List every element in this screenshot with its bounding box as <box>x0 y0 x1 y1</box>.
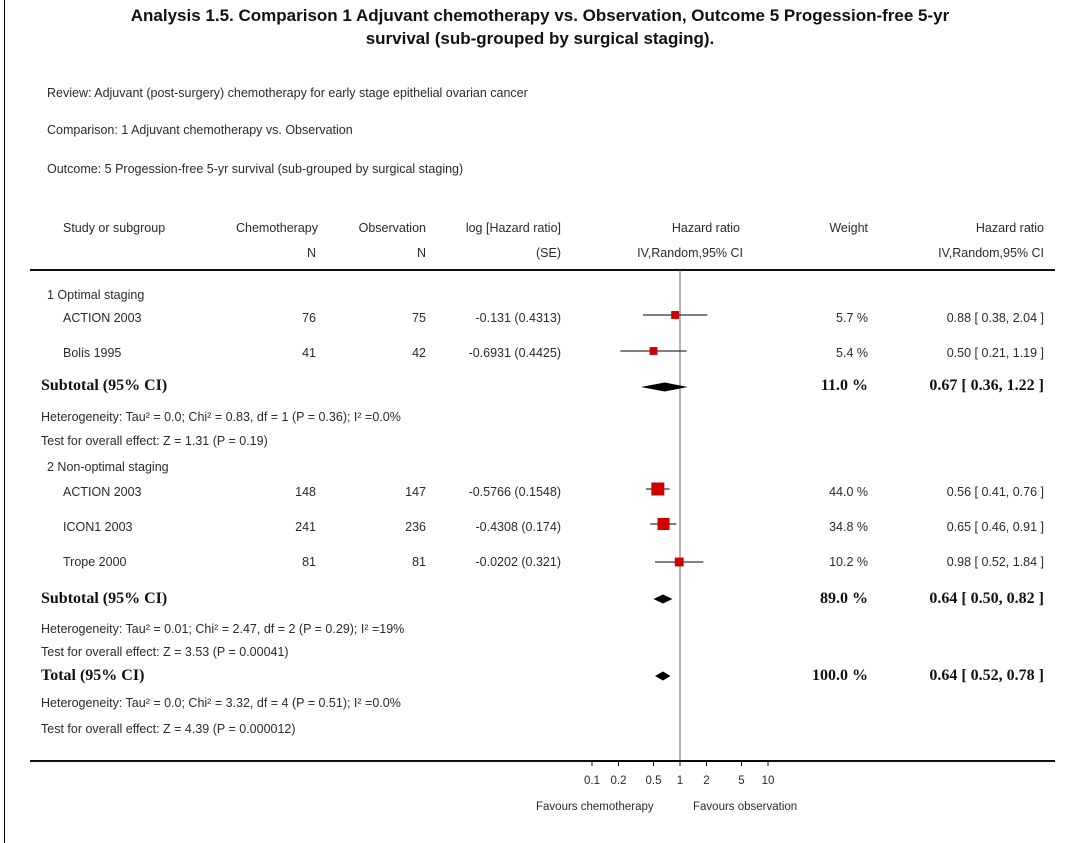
favours-right-label: Favours observation <box>693 801 798 813</box>
study-name: ACTION 2003 <box>63 485 142 499</box>
x-tick-label: 0.1 <box>584 775 600 787</box>
header-hr: Hazard ratio <box>975 221 1044 235</box>
pooled-diamond <box>640 382 688 392</box>
group-label: 2 Non-optimal staging <box>47 460 169 474</box>
loghr-se: -0.4308 (0.174) <box>475 520 561 534</box>
obs-n: 147 <box>405 485 426 499</box>
loghr-se: -0.5766 (0.1548) <box>468 485 561 499</box>
obs-n: 75 <box>412 311 426 325</box>
study-marker <box>649 347 658 355</box>
x-tick-label: 1 <box>677 775 683 787</box>
study-name: Bolis 1995 <box>63 346 122 360</box>
left-frame-border <box>4 0 5 843</box>
footer-rule <box>30 760 1055 762</box>
weight-value: 34.8 % <box>829 520 868 534</box>
weight-value: 5.7 % <box>836 311 868 325</box>
loghr-se: -0.131 (0.4313) <box>475 311 561 325</box>
header-study: Study or subgroup <box>63 221 166 235</box>
group-label: 1 Optimal staging <box>47 288 145 302</box>
obs-n: 81 <box>412 555 426 569</box>
header-loghr: log [Hazard ratio] <box>465 221 561 235</box>
heterogeneity-text: Heterogeneity: Tau² = 0.0; Chi² = 3.32, … <box>41 696 401 710</box>
hr-ci-value: 0.56 [ 0.41, 0.76 ] <box>946 485 1044 499</box>
comparison-line: Comparison: 1 Adjuvant chemotherapy vs. … <box>47 123 353 137</box>
loghr-se: -0.0202 (0.321) <box>475 555 561 569</box>
total-weight: 100.0 % <box>812 667 868 684</box>
pooled-diamond <box>653 594 673 604</box>
weight-value: 5.4 % <box>836 346 868 360</box>
study-marker <box>657 517 670 531</box>
header-se: (SE) <box>536 246 561 260</box>
x-tick-label: 10 <box>762 775 775 787</box>
header-weight: Weight <box>829 221 868 235</box>
title-line-1: Analysis 1.5. Comparison 1 Adjuvant chem… <box>130 6 950 25</box>
chemo-n: 76 <box>302 311 316 325</box>
chemo-n: 41 <box>302 346 316 360</box>
heterogeneity-text: Heterogeneity: Tau² = 0.0; Chi² = 0.83, … <box>41 410 401 424</box>
overall-effect-text: Test for overall effect: Z = 4.39 (P = 0… <box>41 722 296 736</box>
weight-value: 44.0 % <box>829 485 868 499</box>
subtotal-weight: 89.0 % <box>820 590 868 607</box>
total-label: Total (95% CI) <box>41 667 145 684</box>
chemo-n: 148 <box>295 485 316 499</box>
study-name: Trope 2000 <box>63 555 127 569</box>
hr-ci-value: 0.50 [ 0.21, 1.19 ] <box>946 346 1044 360</box>
subtotal-weight: 11.0 % <box>820 377 868 394</box>
title-line-2: survival (sub-grouped by surgical stagin… <box>365 29 715 48</box>
hr-ci-value: 0.98 [ 0.52, 1.84 ] <box>946 555 1044 569</box>
chemo-n: 241 <box>295 520 316 534</box>
x-tick-label: 0.2 <box>610 775 626 787</box>
hr-ci-value: 0.65 [ 0.46, 0.91 ] <box>946 520 1044 534</box>
favours-left-label: Favours chemotherapy <box>536 801 654 813</box>
overall-effect-text: Test for overall effect: Z = 3.53 (P = 0… <box>41 645 289 659</box>
overall-effect-text: Test for overall effect: Z = 1.31 (P = 0… <box>41 434 268 448</box>
subtotal-label: Subtotal (95% CI) <box>41 377 168 394</box>
study-name: ACTION 2003 <box>63 311 142 325</box>
chemo-n: 81 <box>302 555 316 569</box>
obs-n: 42 <box>412 346 426 360</box>
x-tick-label: 2 <box>703 775 709 787</box>
study-name: ICON1 2003 <box>63 520 133 534</box>
review-line: Review: Adjuvant (post-surgery) chemothe… <box>47 86 528 100</box>
header-chemo-n: N <box>306 246 316 260</box>
header-hr-plot: Hazard ratio <box>671 221 740 235</box>
study-marker <box>651 482 665 496</box>
header-obs-n: N <box>416 246 426 260</box>
header-rule <box>30 269 1055 271</box>
header-chemo: Chemotherapy <box>236 221 318 235</box>
subtotal-hr-ci: 0.64 [ 0.50, 0.82 ] <box>929 590 1044 607</box>
subtotal-hr-ci: 0.67 [ 0.36, 1.22 ] <box>929 377 1044 394</box>
pooled-diamond <box>655 671 671 681</box>
header-hr-plot-sub: IV,Random,95% CI <box>637 246 743 260</box>
x-tick-label: 0.5 <box>646 775 662 787</box>
study-marker <box>671 311 680 319</box>
study-marker <box>674 557 684 567</box>
analysis-title: Analysis 1.5. Comparison 1 Adjuvant chem… <box>20 4 1060 50</box>
total-hr-ci: 0.64 [ 0.52, 0.78 ] <box>929 667 1044 684</box>
obs-n: 236 <box>405 520 426 534</box>
weight-value: 10.2 % <box>829 555 868 569</box>
loghr-se: -0.6931 (0.4425) <box>468 346 561 360</box>
subtotal-label: Subtotal (95% CI) <box>41 590 168 607</box>
header-obs: Observation <box>358 221 426 235</box>
heterogeneity-text: Heterogeneity: Tau² = 0.01; Chi² = 2.47,… <box>41 622 405 636</box>
outcome-line: Outcome: 5 Progession-free 5-yr survival… <box>47 162 464 176</box>
hr-ci-value: 0.88 [ 0.38, 2.04 ] <box>946 311 1044 325</box>
header-hr-sub: IV,Random,95% CI <box>938 246 1044 260</box>
x-tick-label: 5 <box>738 775 744 787</box>
